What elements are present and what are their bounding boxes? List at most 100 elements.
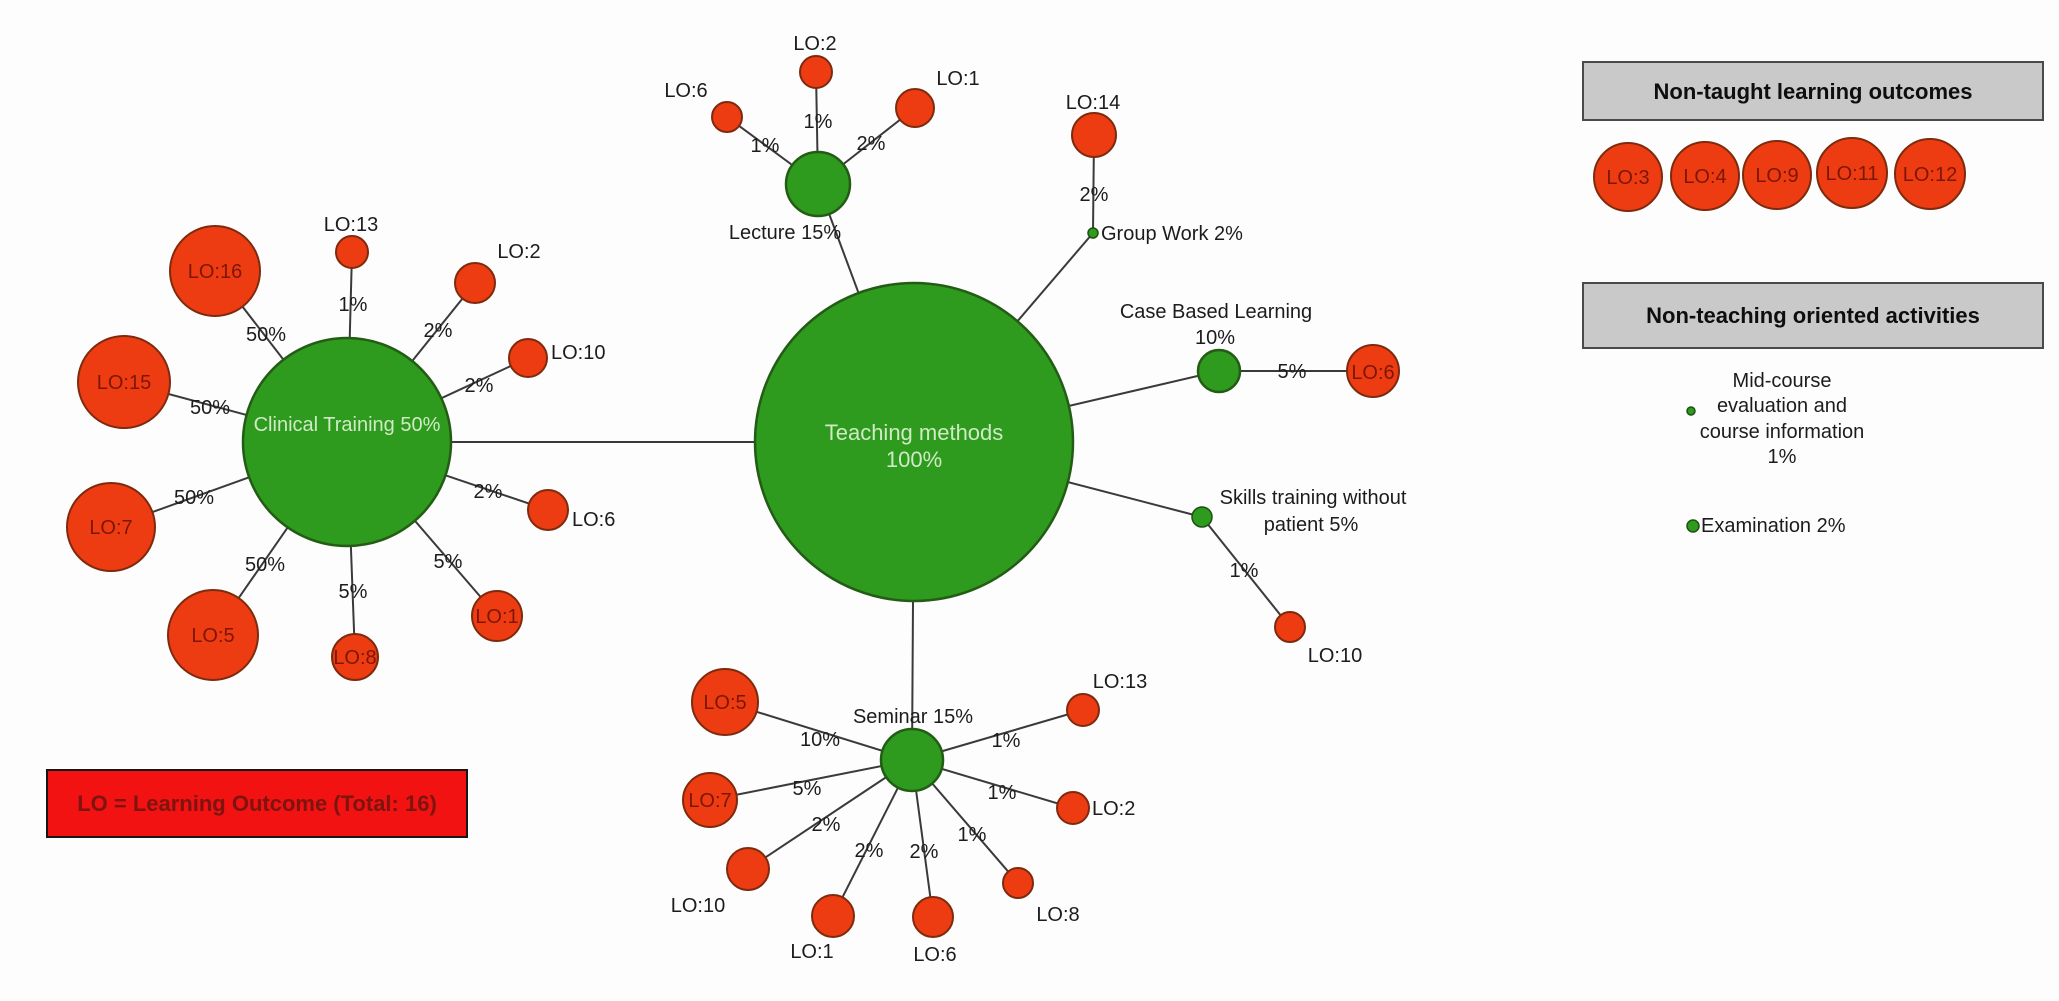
node-cl-lo10 [508,338,548,378]
edge-label-lecture-lec-lo2: 1% [804,111,833,133]
node-clinical [241,336,453,548]
node-cl-lo6 [527,489,569,531]
node-label-cl-lo15: LO:15 [97,372,151,394]
node-cl-lo13 [335,235,369,269]
edge-label-clinical-cl-lo8: 5% [339,581,368,603]
node-label-cl-lo6: LO:6 [572,509,615,531]
node-sem-lo7 [682,772,738,828]
node-lec-lo2 [799,55,833,89]
legend-group: LO = Learning Outcome (Total: 16) [46,769,468,838]
midcourse-label-line4: 1% [1768,446,1797,468]
edge-skills-sk-lo10 [1201,516,1291,628]
edge-label-lecture-lec-lo1: 2% [857,133,886,155]
node-label-sem-lo13: LO:13 [1093,671,1147,693]
edge-label-clinical-cl-lo7: 50% [174,487,214,509]
node-nt-lo9 [1742,140,1812,210]
hub-label-clinical: Clinical Training 50% [254,414,441,436]
edge-label-seminar-sem-lo2: 1% [988,782,1017,804]
midcourse-label-line1: Mid-course [1733,370,1832,392]
examination-label: Examination 2% [1701,515,1846,537]
node-label-sk-lo10: LO:10 [1308,645,1362,667]
hub-label-lecture: Lecture 15% [729,222,842,244]
edge-label-seminar-sem-lo7: 5% [793,778,822,800]
node-label-cl-lo13: LO:13 [324,214,378,236]
node-label-sem-lo8: LO:8 [1036,904,1079,926]
node-label-cbl-lo6: LO:6 [1351,362,1394,384]
hub-label-skills-line2: patient 5% [1264,514,1359,536]
node-label-sem-lo6: LO:6 [913,944,956,966]
node-sem-lo1 [811,894,855,938]
node-lecture [784,150,852,218]
node-cl-lo8 [331,633,379,681]
node-teaching [753,281,1075,603]
edge-label-seminar-sem-lo5: 10% [800,729,840,751]
hub-label-skills-line1: Skills training without [1220,487,1407,509]
node-sk-lo10 [1274,611,1306,643]
node-label-cl-lo2: LO:2 [497,241,540,263]
edge-label-seminar-sem-lo6: 2% [910,841,939,863]
node-exam-dot [1686,519,1700,533]
node-nt-lo3 [1593,142,1663,212]
node-cl-lo1 [471,590,523,642]
legend-box [46,769,468,838]
node-groupwork [1087,227,1099,239]
node-lec-lo1 [895,88,935,128]
node-label-sem-lo10: LO:10 [671,895,725,917]
hub-label-teaching-line2: 100% [886,447,942,472]
node-label-lec-lo2: LO:2 [793,33,836,55]
non-teaching-header-box [1582,282,2044,349]
node-gw-lo14 [1071,112,1117,158]
node-label-nt-lo9: LO:9 [1755,165,1798,187]
node-nt-lo12 [1894,138,1966,210]
node-label-lec-lo1: LO:1 [936,68,979,90]
midcourse-label-line2: evaluation and [1717,395,1847,417]
edge-label-skills-sk-lo10: 1% [1230,560,1259,582]
node-seminar [879,727,945,793]
edge-label-clinical-cl-lo6: 2% [474,481,503,503]
edge-label-clinical-cl-lo16: 50% [246,324,286,346]
edge-label-cbl-cbl-lo6: 5% [1278,361,1307,383]
edge-label-lecture-lec-lo6: 1% [751,135,780,157]
edge-label-groupwork-gw-lo14: 2% [1080,184,1109,206]
node-sem-lo10 [726,847,770,891]
edge-label-seminar-sem-lo1: 2% [855,840,884,862]
node-label-cl-lo16: LO:16 [188,261,242,283]
edge-seminar-sem-lo10 [747,759,913,870]
node-skills [1191,506,1213,528]
node-label-sem-lo2: LO:2 [1092,798,1135,820]
node-sem-lo13 [1066,693,1100,727]
edge-label-clinical-cl-lo13: 1% [339,294,368,316]
labels-layer: 50%1%2%50%2%50% 2%50%5%5%1%1%2%2%5%1%10%5… [89,33,1957,966]
node-label-lec-lo6: LO:6 [664,80,707,102]
node-sem-lo2 [1056,791,1090,825]
non-teaching-title: Non-teaching oriented activities [1646,303,1980,328]
edge-label-seminar-sem-lo10: 2% [812,814,841,836]
non-taught-header-box [1582,61,2044,121]
edge-label-clinical-cl-lo5: 50% [245,554,285,576]
hub-label-teaching-line1: Teaching methods [825,420,1004,445]
hub-label-cbl-line1: Case Based Learning [1120,301,1312,323]
node-cl-lo15 [77,335,171,429]
edge-seminar-sem-lo7 [709,759,913,801]
node-nt-lo4 [1670,141,1740,211]
edge-label-clinical-cl-lo10: 2% [465,375,494,397]
edge-label-clinical-cl-lo15: 50% [190,397,230,419]
node-cbl [1196,348,1242,394]
hub-label-seminar: Seminar 15% [853,706,973,728]
node-label-gw-lo14: LO:14 [1066,92,1120,114]
node-label-nt-lo3: LO:3 [1606,167,1649,189]
midcourse-label-line3: course information [1700,421,1865,443]
node-lec-lo6 [711,101,743,133]
node-label-cl-lo8: LO:8 [333,647,376,669]
node-cl-lo5 [167,589,259,681]
node-label-cl-lo7: LO:7 [89,517,132,539]
edge-label-seminar-sem-lo13: 1% [992,730,1021,752]
node-label-cl-lo5: LO:5 [191,625,234,647]
node-label-nt-lo12: LO:12 [1903,164,1957,186]
node-label-cl-lo10: LO:10 [551,342,605,364]
node-cl-lo16 [169,225,261,317]
node-label-nt-lo4: LO:4 [1683,166,1726,188]
node-label-sem-lo5: LO:5 [703,692,746,714]
